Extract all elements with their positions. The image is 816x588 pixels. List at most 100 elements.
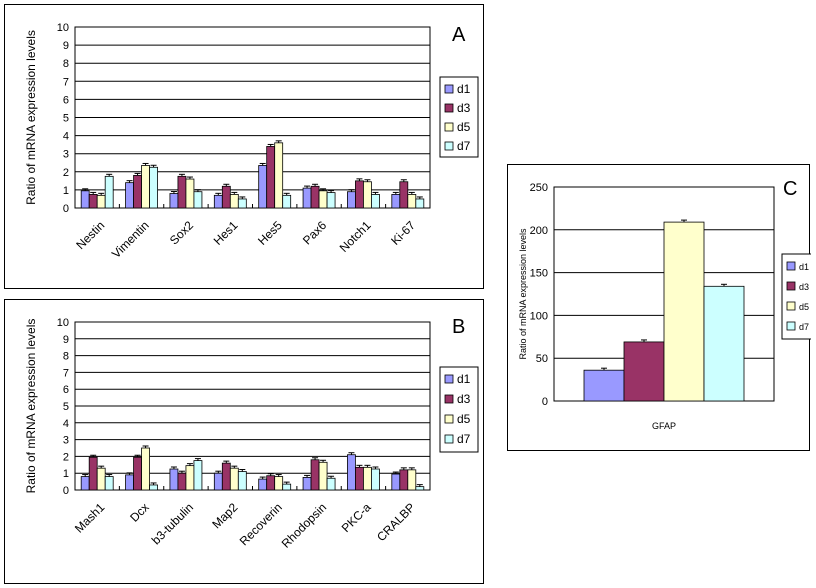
- bar-d3: [310, 185, 320, 209]
- bar-d5: [318, 461, 328, 491]
- category-label: Mash1: [72, 500, 108, 536]
- bar-d3: [133, 456, 142, 491]
- bar-d5: [318, 190, 328, 209]
- y-tick-label: 9: [63, 334, 69, 346]
- y-tick-label: 0: [63, 485, 69, 497]
- legend-label-d1: d1: [457, 372, 471, 386]
- category-label: CRALBP: [374, 500, 418, 544]
- legend-swatch-d5: [786, 301, 796, 311]
- legend-label-d5: d5: [457, 412, 471, 426]
- bar-d3: [266, 146, 276, 209]
- legend-swatch-d3: [786, 281, 796, 291]
- bar-d3: [399, 181, 409, 209]
- legend-label-d7: d7: [799, 322, 809, 332]
- category-label: Rhodopsin: [279, 500, 329, 550]
- legend-swatch-d1: [444, 84, 454, 94]
- category-label: Nestin: [73, 218, 107, 252]
- legend-swatch-d7: [786, 321, 796, 331]
- y-tick-label: 3: [63, 435, 69, 447]
- legend-label-d3: d3: [457, 101, 471, 115]
- y-axis-label: Ratio of mRNA expression levels: [518, 228, 528, 360]
- category-label: Hes5: [255, 218, 285, 248]
- bar-d7: [104, 476, 114, 491]
- y-tick-label: 9: [63, 40, 69, 52]
- legend-swatch-d3: [444, 103, 454, 113]
- y-tick-label: 5: [63, 401, 69, 413]
- category-label: Ki-67: [388, 218, 418, 248]
- category-label: Notch1: [337, 218, 374, 255]
- bar-d5: [141, 447, 150, 491]
- y-tick-label: 2: [63, 167, 69, 179]
- y-tick-label: 100: [530, 310, 548, 322]
- y-tick-label: 4: [63, 418, 69, 430]
- bar-d1: [80, 190, 90, 209]
- y-tick-label: 200: [530, 225, 548, 237]
- bar-d5: [96, 194, 106, 209]
- y-tick-label: 50: [536, 353, 548, 365]
- bar-d5: [185, 465, 195, 491]
- bar-d5: [229, 194, 239, 209]
- bar-d1: [583, 369, 625, 402]
- legend-label-d5: d5: [457, 120, 471, 134]
- bar-d5: [363, 466, 372, 491]
- panel-letter: C: [783, 178, 797, 200]
- chart-b-svg: 0 1 2 3 4 5 6 7 8 9 10 Ratio of mRNA expression lev…: [24, 316, 479, 551]
- bar-d3: [355, 180, 364, 209]
- legend-label-d7: d7: [457, 139, 471, 153]
- y-tick-label: 8: [63, 58, 69, 70]
- bar-d7: [149, 484, 158, 491]
- bar-d3: [88, 456, 98, 491]
- bar-d7: [104, 175, 114, 209]
- y-tick-label: 10: [57, 22, 69, 34]
- legend-swatch-d5: [444, 122, 454, 132]
- bar-d1: [80, 476, 90, 491]
- bar-d7: [193, 191, 203, 209]
- bar-d3: [623, 341, 665, 402]
- bar-d5: [229, 467, 239, 491]
- bar-d5: [96, 467, 106, 491]
- y-tick-label: 6: [63, 384, 69, 396]
- legend-swatch-d1: [786, 261, 796, 271]
- legend-swatch-d7: [444, 141, 454, 151]
- legend-swatch-d1: [444, 374, 454, 384]
- bar-d3: [399, 469, 409, 491]
- bar-d7: [282, 194, 292, 209]
- y-axis-label: Ratio of mRNA expression levels: [24, 30, 38, 205]
- bar-d7: [371, 468, 380, 491]
- bar-d3: [88, 194, 98, 209]
- legend-label-d5: d5: [799, 302, 809, 312]
- chart-panel-a: 0 1 2 3 4 5 6 7 8 9 10 Ratio of mRNA expression lev…: [4, 4, 484, 289]
- category-label: Dcx: [127, 500, 152, 525]
- y-tick-label: 8: [63, 351, 69, 363]
- legend-swatch-d3: [444, 394, 454, 404]
- bar-d1: [302, 476, 312, 491]
- chart-a-svg: 0 1 2 3 4 5 6 7 8 9 10 Ratio of mRNA expression lev…: [24, 22, 479, 261]
- category-label: Vimentin: [109, 218, 152, 261]
- panel-letter: A: [452, 24, 466, 46]
- category-label: Map2: [209, 500, 240, 531]
- bar-d3: [266, 475, 276, 491]
- legend-label-d1: d1: [799, 262, 809, 272]
- y-tick-label: 10: [57, 317, 69, 329]
- bar-d5: [407, 194, 417, 209]
- bar-d7: [703, 285, 745, 402]
- bar-d7: [326, 192, 336, 209]
- y-tick-label: 1: [63, 468, 69, 480]
- bar-d1: [258, 165, 268, 209]
- bar-d1: [169, 193, 179, 209]
- bar-d7: [149, 166, 158, 209]
- bar-d7: [282, 483, 292, 491]
- category-label: GFAP: [652, 421, 676, 431]
- bar-d7: [415, 198, 425, 209]
- bar-d5: [274, 142, 284, 209]
- y-tick-label: 250: [530, 182, 548, 194]
- legend-box: [781, 253, 811, 340]
- bar-d5: [363, 181, 372, 209]
- bar-d5: [663, 221, 705, 402]
- bar-d1: [347, 454, 356, 491]
- category-label: Sox2: [167, 218, 196, 247]
- chart-panel-c: 0 50 100 150 200 250 Ratio of mRNA expression …: [507, 164, 811, 451]
- bar-d1: [213, 194, 223, 209]
- bar-d5: [407, 469, 417, 491]
- y-tick-label: 150: [530, 268, 548, 280]
